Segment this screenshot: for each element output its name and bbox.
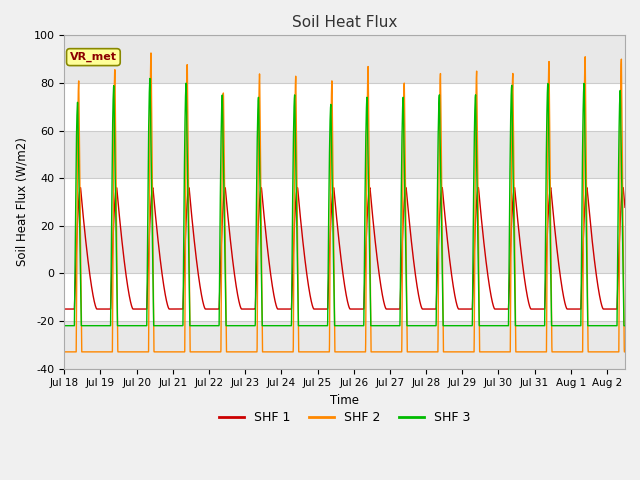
SHF 3 [316, 323, 323, 329]
SHF 1 [316, 306, 323, 312]
Y-axis label: Soil Heat Flux (W/m2): Soil Heat Flux (W/m2) [15, 137, 28, 266]
Bar [64, 36, 625, 83]
SHF 1 [60, 306, 68, 312]
SHF 2 [503, 349, 511, 355]
SHF 2 [621, 349, 629, 355]
X-axis label: Time: Time [330, 394, 359, 407]
SHF 2 [303, 349, 310, 355]
Title: Soil Heat Flux: Soil Heat Flux [292, 15, 397, 30]
SHF 3 [503, 323, 511, 329]
SHF 3 [378, 323, 385, 329]
Legend: SHF 1, SHF 2, SHF 3: SHF 1, SHF 2, SHF 3 [214, 406, 476, 429]
SHF 2 [316, 349, 323, 355]
SHF 1 [621, 204, 629, 210]
SHF 1 [378, 287, 385, 293]
SHF 3 [60, 323, 68, 329]
Line: SHF 2: SHF 2 [64, 53, 625, 352]
SHF 1 [303, 271, 310, 276]
SHF 2 [60, 349, 68, 355]
SHF 2 [378, 349, 385, 355]
Bar [64, 321, 625, 369]
SHF 2 [147, 50, 155, 56]
SHF 3 [303, 323, 310, 329]
SHF 3 [331, 323, 339, 329]
SHF 3 [146, 75, 154, 81]
SHF 2 [616, 102, 624, 108]
SHF 1 [503, 306, 511, 312]
SHF 3 [616, 99, 624, 105]
Text: VR_met: VR_met [70, 52, 117, 62]
Bar [64, 226, 625, 273]
SHF 3 [621, 323, 629, 329]
SHF 1 [331, 192, 339, 198]
Line: SHF 3: SHF 3 [64, 78, 625, 326]
SHF 2 [331, 324, 339, 329]
Bar [64, 131, 625, 178]
SHF 1 [616, 216, 624, 222]
SHF 1 [620, 185, 627, 191]
Line: SHF 1: SHF 1 [64, 188, 625, 309]
